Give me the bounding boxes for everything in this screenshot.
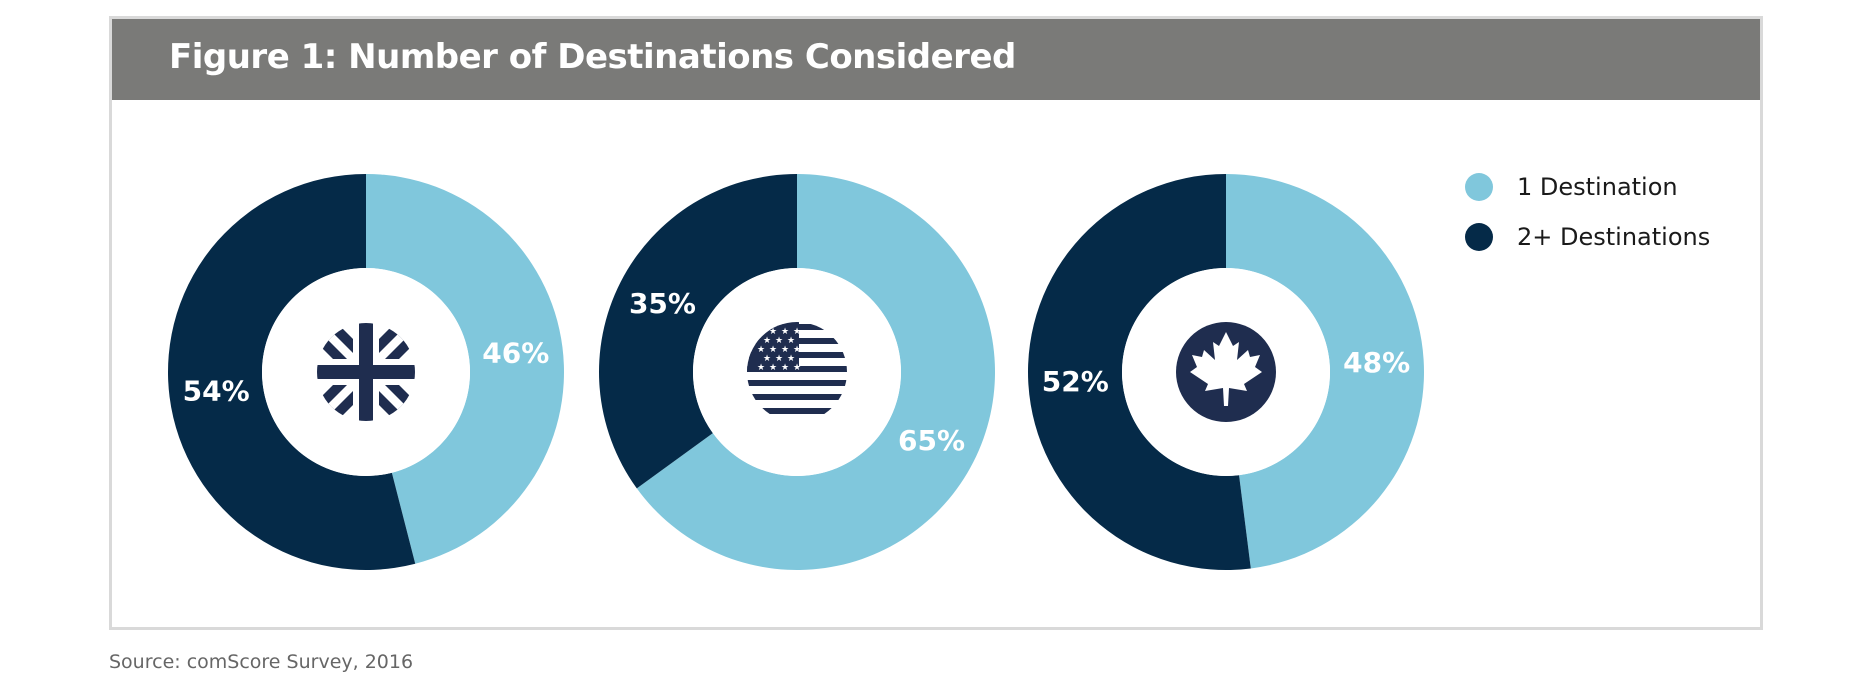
donut-slice-two-plus-destinations [1028,174,1251,570]
svg-text:★: ★ [787,354,795,364]
svg-text:★: ★ [793,345,801,355]
slice-value-label-one-destination: 48% [1343,346,1410,379]
canada-flag-icon [1176,322,1276,422]
svg-text:★: ★ [757,345,765,355]
legend-swatch-2plus-destinations [1465,223,1493,251]
svg-text:★: ★ [781,327,789,337]
donut-slice-one-destination [366,173,565,564]
svg-text:★: ★ [763,354,771,364]
legend-swatch-1-destination [1465,173,1493,201]
svg-text:★: ★ [793,363,801,373]
slice-value-label-one-destination: 65% [898,424,965,457]
svg-text:★: ★ [775,336,783,346]
legend-label: 2+ Destinations [1517,223,1711,251]
slice-value-label-two-plus-destinations: 35% [629,287,696,320]
slice-value-label-two-plus-destinations: 54% [183,374,250,407]
legend-label: 1 Destination [1517,173,1678,201]
uk-flag-icon [317,323,415,421]
donut-slice-one-destination [636,174,996,570]
donut-chart-canada: 48% 52% [1028,174,1425,570]
source-note: Source: comScore Survey, 2016 [109,651,414,673]
legend-item-1-destination: 1 Destination [1465,162,1710,212]
slice-value-label-two-plus-destinations: 52% [1042,365,1109,398]
legend-item-2plus-destinations: 2+ Destinations [1465,212,1710,262]
svg-text:★: ★ [775,354,783,364]
svg-text:★: ★ [769,345,777,355]
slice-value-label-one-destination: 46% [482,337,549,370]
svg-text:★: ★ [763,336,771,346]
donut-slice-two-plus-destinations [168,174,416,570]
svg-text:★: ★ [781,363,789,373]
svg-text:★: ★ [787,336,795,346]
figure-header: Figure 1: Number of Destinations Conside… [112,19,1760,100]
legend: 1 Destination 2+ Destinations [1465,162,1710,262]
donut-chart-us: 65% 35% [599,174,996,570]
svg-text:★: ★ [769,327,777,337]
svg-text:★: ★ [769,363,777,373]
svg-text:★: ★ [781,345,789,355]
donut-slice-two-plus-destinations [599,174,797,489]
donut-chart-uk: 46% 54% [168,173,565,570]
donut-slice-one-destination [1226,174,1425,569]
svg-text:★: ★ [793,327,801,337]
svg-text:★: ★ [757,363,765,373]
us-flag-icon: ★★★★ ★★★ ★★★★ ★★★ ★★★★ [747,322,847,422]
figure-title: Figure 1: Number of Destinations Conside… [169,37,1016,77]
